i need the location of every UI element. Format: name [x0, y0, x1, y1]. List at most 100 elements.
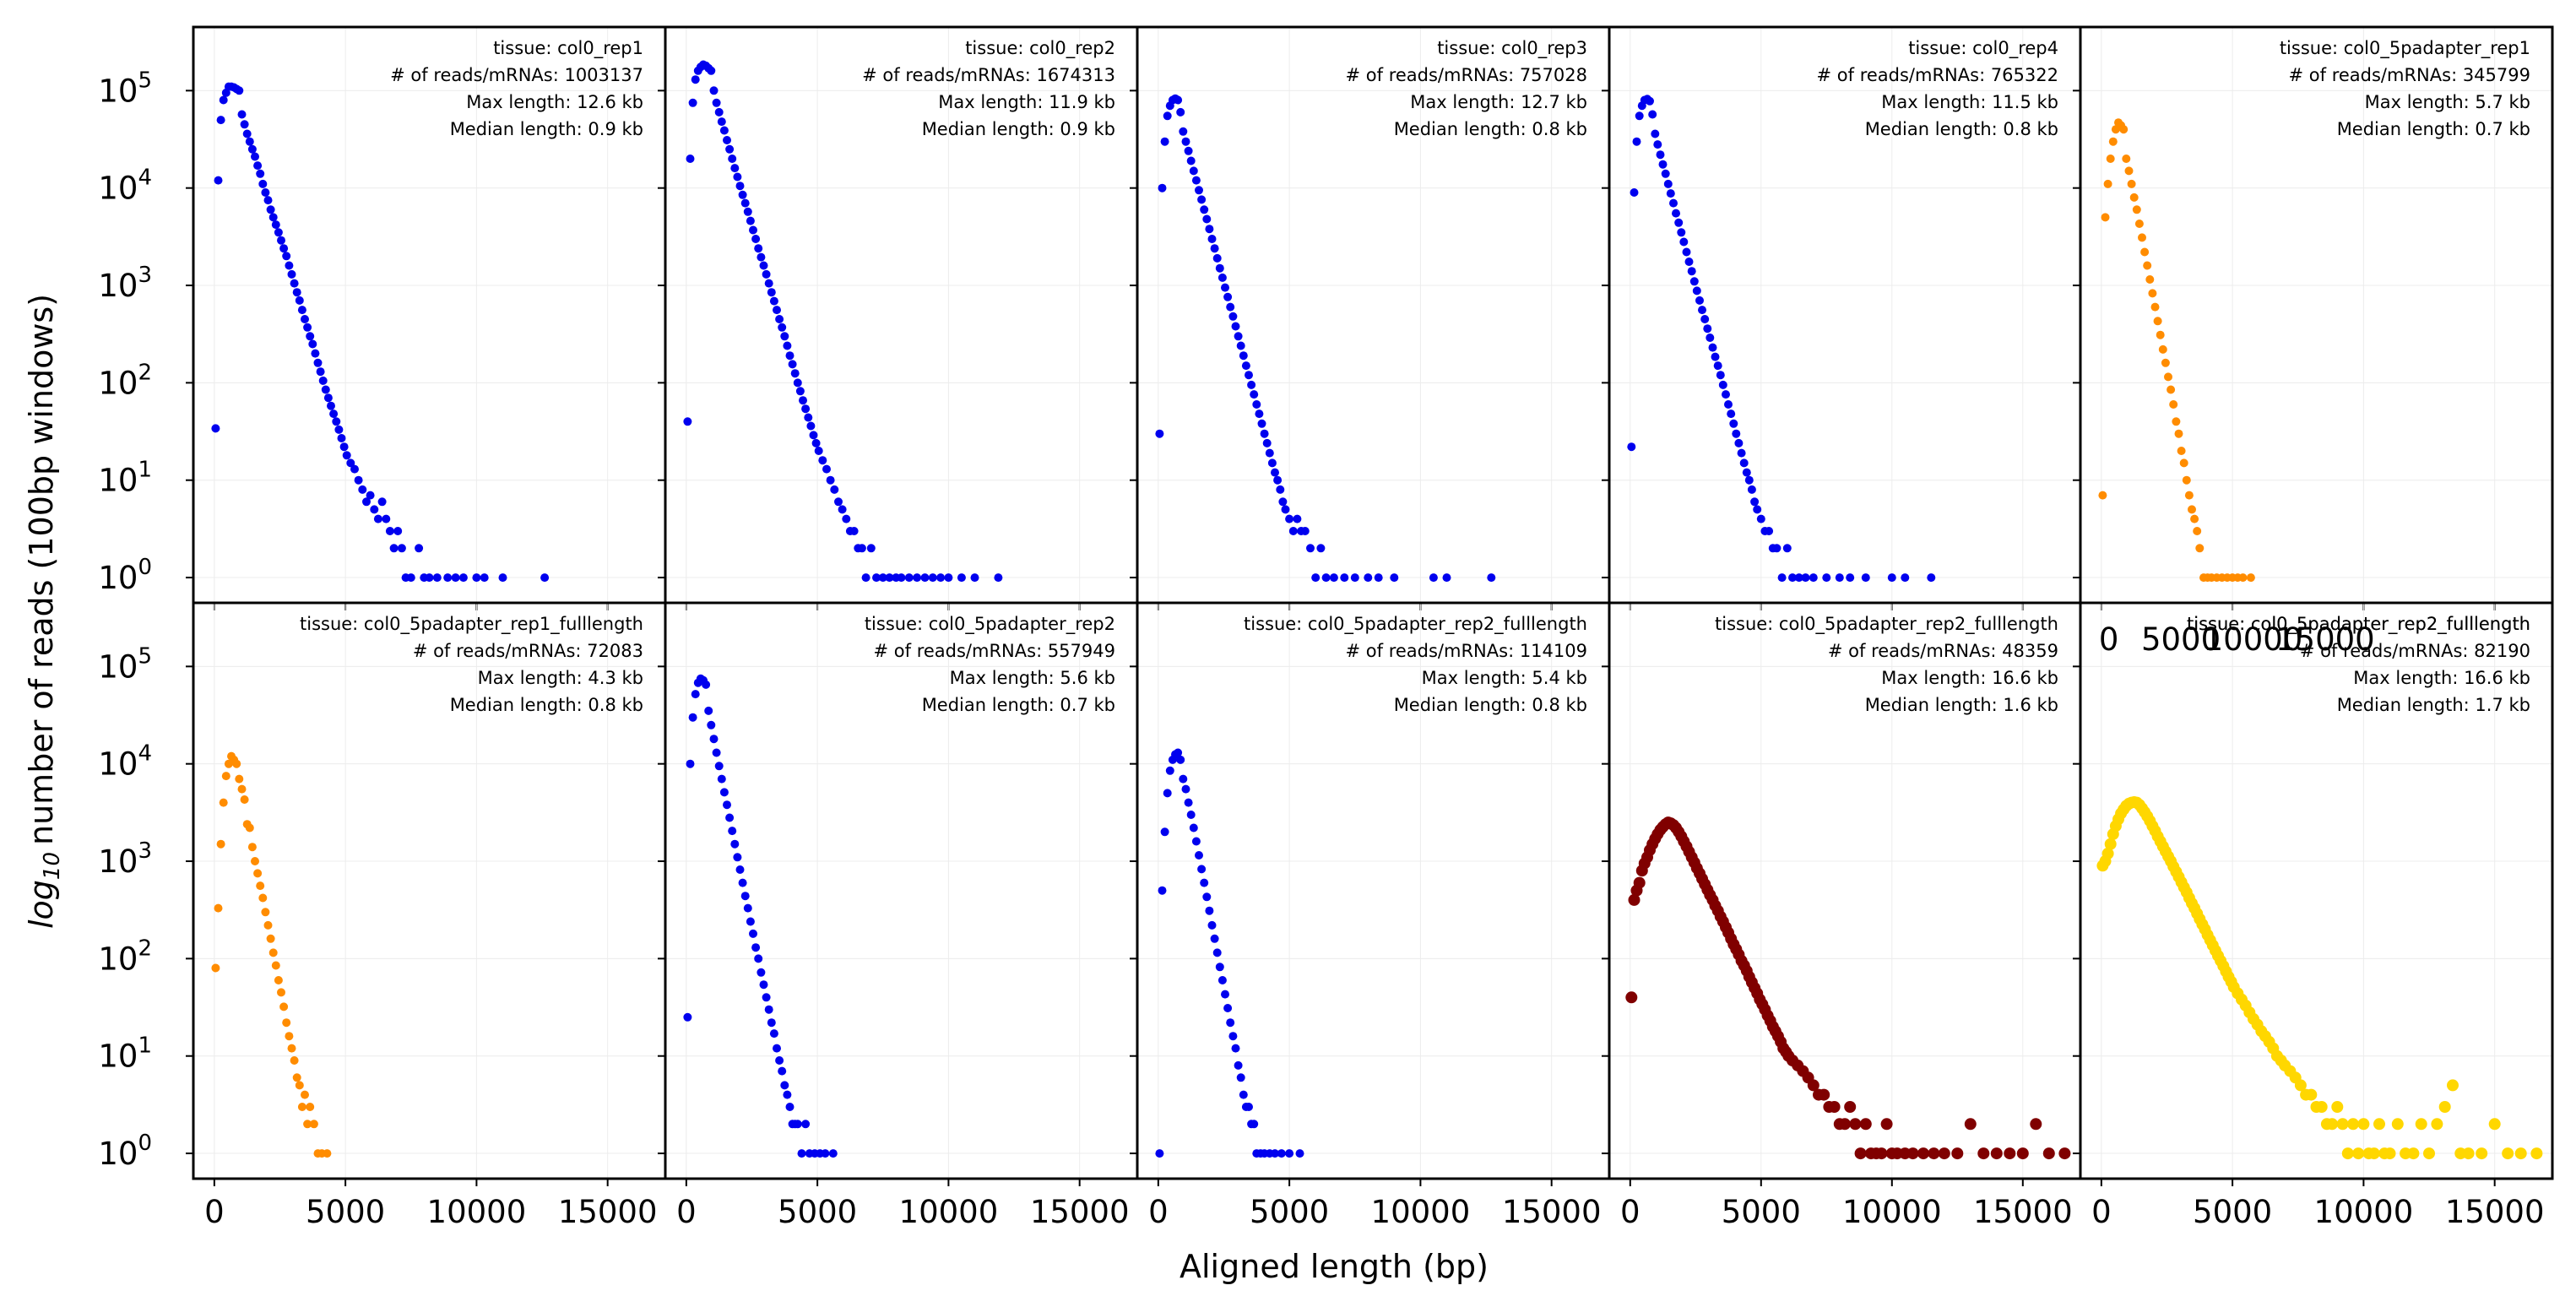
data-point: [498, 573, 507, 583]
data-point: [393, 527, 403, 535]
y-tick-label: 100: [98, 555, 152, 596]
data-point: [1661, 169, 1670, 178]
data-point: [451, 573, 460, 583]
annotation-read-count: # of reads/mRNAs: 48359: [1828, 641, 2058, 661]
data-point: [2122, 155, 2131, 163]
annotation-tissue: tissue: col0_5padapter_rep2_fulllength: [1715, 614, 2058, 635]
data-point: [822, 464, 831, 474]
data-point: [773, 306, 781, 315]
data-point: [2423, 1147, 2435, 1160]
annotation-max-length: Max length: 5.6 kb: [950, 668, 1115, 688]
data-point: [757, 252, 766, 262]
data-point: [256, 881, 265, 891]
data-point: [1197, 195, 1207, 204]
y-tick-label: 101: [98, 1033, 152, 1075]
data-point: [2373, 1118, 2385, 1131]
data-point: [1184, 146, 1193, 155]
data-point: [1184, 798, 1193, 807]
data-point: [1226, 1018, 1235, 1028]
data-point: [730, 164, 740, 173]
data-point: [773, 1044, 781, 1053]
data-point: [762, 993, 771, 1002]
data-point: [793, 378, 802, 388]
data-point: [994, 573, 1003, 583]
data-point: [746, 216, 755, 225]
data-point: [783, 1090, 792, 1099]
data-point: [2331, 1101, 2344, 1113]
stray-tick-label: 15000: [2275, 621, 2375, 658]
data-point: [1221, 283, 1229, 292]
data-point: [2246, 573, 2255, 583]
data-point: [268, 948, 278, 957]
data-point: [1656, 150, 1665, 160]
data-point: [683, 417, 692, 426]
data-point: [2326, 1118, 2339, 1131]
data-point: [1191, 837, 1201, 846]
y-tick-label: 104: [98, 741, 152, 783]
data-point: [785, 1103, 794, 1111]
data-point: [2179, 458, 2188, 468]
data-point: [1648, 110, 1657, 119]
x-axis-label: Aligned length (bp): [1180, 1248, 1489, 1285]
data-point: [1155, 429, 1164, 438]
x-tick-label: 5000: [306, 1194, 385, 1230]
data-point: [928, 573, 937, 583]
data-point: [397, 544, 406, 553]
data-point: [458, 573, 468, 583]
data-point: [1311, 573, 1321, 583]
data-point: [258, 893, 268, 903]
data-point: [1632, 137, 1641, 146]
data-point: [268, 213, 278, 222]
x-tick-label: 0: [1148, 1194, 1169, 1230]
data-point: [1277, 1149, 1286, 1158]
data-point: [1200, 205, 1209, 214]
data-point: [1429, 573, 1438, 583]
data-point: [1887, 573, 1896, 583]
data-point: [1737, 448, 1746, 458]
data-point: [1212, 253, 1222, 263]
data-point: [1186, 156, 1196, 165]
data-point: [1672, 209, 1680, 218]
data-point: [2101, 847, 2114, 860]
data-point: [970, 573, 979, 583]
data-point: [425, 573, 434, 583]
annotation-median-length: Median length: 1.6 kb: [1865, 695, 2058, 715]
data-point: [728, 827, 737, 836]
data-point: [709, 86, 719, 95]
data-point: [211, 424, 220, 433]
annotation-tissue: tissue: col0_5padapter_rep2_fulllength: [1244, 614, 1587, 635]
data-point: [1250, 390, 1259, 399]
data-point: [295, 1081, 304, 1090]
data-point: [237, 784, 247, 794]
data-point: [1628, 893, 1641, 906]
data-point: [1990, 1147, 2003, 1160]
data-point: [1739, 458, 1749, 468]
data-point: [1677, 228, 1686, 237]
data-point: [691, 690, 700, 699]
data-point: [2383, 1147, 2396, 1160]
data-point: [2030, 1118, 2042, 1131]
data-point: [1285, 1149, 1294, 1158]
data-point: [1202, 892, 1212, 902]
data-point: [740, 892, 750, 901]
data-point: [282, 1018, 291, 1028]
data-point: [2138, 233, 2146, 242]
data-point: [332, 417, 341, 426]
data-point: [1226, 302, 1235, 312]
annotation-read-count: # of reads/mRNAs: 345799: [2289, 65, 2530, 85]
data-point: [749, 225, 757, 235]
data-point: [1179, 127, 1188, 136]
data-point: [1875, 1147, 1888, 1160]
data-point: [746, 917, 755, 926]
data-point: [309, 1120, 318, 1129]
data-point: [1205, 906, 1214, 915]
annotation-max-length: Max length: 12.7 kb: [1410, 92, 1587, 112]
data-point: [1276, 485, 1285, 494]
data-point: [1207, 235, 1217, 243]
data-point: [754, 954, 763, 963]
data-point: [728, 155, 737, 163]
data-point: [1765, 527, 1774, 535]
x-tick-label: 15000: [1502, 1194, 1602, 1230]
data-point: [1260, 429, 1269, 438]
data-point: [1210, 934, 1219, 943]
